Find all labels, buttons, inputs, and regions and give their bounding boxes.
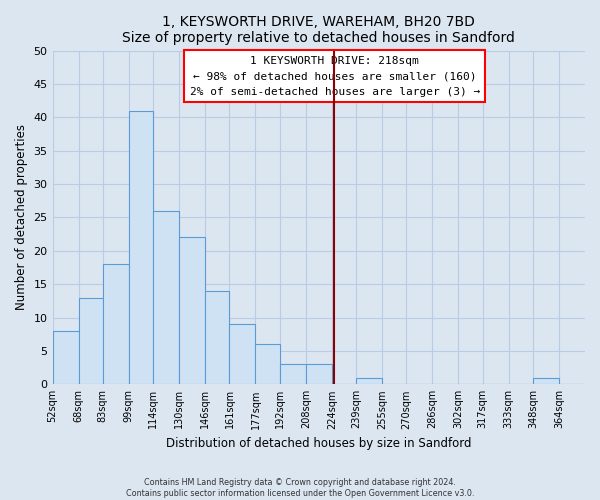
X-axis label: Distribution of detached houses by size in Sandford: Distribution of detached houses by size … bbox=[166, 437, 472, 450]
Bar bbox=[153, 210, 179, 384]
Bar bbox=[53, 331, 79, 384]
Bar bbox=[229, 324, 256, 384]
Bar bbox=[205, 291, 229, 384]
Text: 1 KEYSWORTH DRIVE: 218sqm
← 98% of detached houses are smaller (160)
2% of semi-: 1 KEYSWORTH DRIVE: 218sqm ← 98% of detac… bbox=[190, 56, 480, 96]
Bar bbox=[103, 264, 129, 384]
Bar bbox=[356, 378, 382, 384]
Bar bbox=[79, 298, 103, 384]
Bar bbox=[129, 110, 153, 384]
Bar bbox=[256, 344, 280, 385]
Title: 1, KEYSWORTH DRIVE, WAREHAM, BH20 7BD
Size of property relative to detached hous: 1, KEYSWORTH DRIVE, WAREHAM, BH20 7BD Si… bbox=[122, 15, 515, 45]
Bar bbox=[179, 238, 205, 384]
Bar bbox=[280, 364, 306, 384]
Bar bbox=[306, 364, 332, 384]
Bar bbox=[533, 378, 559, 384]
Y-axis label: Number of detached properties: Number of detached properties bbox=[15, 124, 28, 310]
Text: Contains HM Land Registry data © Crown copyright and database right 2024.
Contai: Contains HM Land Registry data © Crown c… bbox=[126, 478, 474, 498]
